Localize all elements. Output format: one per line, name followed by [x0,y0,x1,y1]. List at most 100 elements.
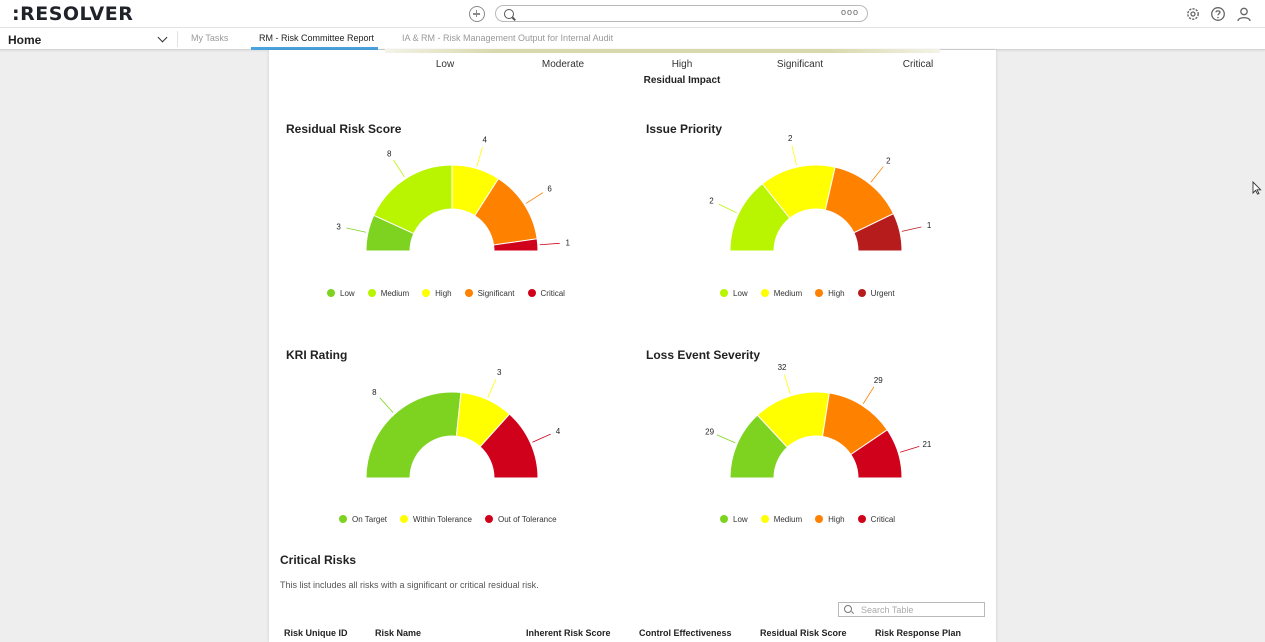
heatmap-bottom-edge [385,49,940,53]
legend-label: High [435,289,451,298]
legend-swatch [815,289,823,297]
legend-item-medium[interactable]: Medium [761,289,802,298]
legend-label: Within Tolerance [413,515,472,524]
leader-line-medium [784,375,790,394]
heatmap-x-label: Moderate [542,59,584,70]
heatmap-x-label: High [672,59,693,70]
legend-swatch [485,515,493,523]
chart-title-issue-priority: Issue Priority [646,122,722,136]
home-label: Home [8,33,41,47]
legend-label: Low [733,289,748,298]
legend-swatch [339,515,347,523]
column-header[interactable]: Residual Risk Score [760,628,847,638]
data-label-medium: 32 [778,363,787,372]
leader-line-high [871,167,883,183]
legend-item-out-of-tolerance[interactable]: Out of Tolerance [485,515,557,524]
table-search-field[interactable] [838,602,985,617]
legend-swatch [761,515,769,523]
help-icon[interactable] [1210,6,1226,22]
legend-label: Low [340,289,355,298]
legend-label: Out of Tolerance [498,515,557,524]
critical-risks-title: Critical Risks [280,553,356,567]
nav-divider [177,31,178,47]
data-label-low: 3 [336,222,341,231]
column-header[interactable]: Control Effectiveness [639,628,732,638]
legend-item-low[interactable]: Low [327,289,355,298]
legend-item-low[interactable]: Low [720,515,748,524]
column-header[interactable]: Inherent Risk Score [526,628,611,638]
legend-swatch [761,289,769,297]
legend-swatch [327,289,335,297]
tab-rm-risk-committee-report[interactable]: RM - Risk Committee Report [259,33,374,43]
column-header[interactable]: Risk Name [375,628,421,638]
legend-label: Critical [541,289,565,298]
leader-line-on-target [380,398,393,413]
resolver-logo[interactable]: :RESOLVER [12,3,133,25]
chevron-down-icon [158,33,168,43]
legend-label: Low [733,515,748,524]
legend-item-significant[interactable]: Significant [465,289,515,298]
legend-swatch [858,515,866,523]
data-label-low: 2 [709,197,714,206]
legend-swatch [720,515,728,523]
data-label-low: 29 [705,428,714,437]
legend-item-high[interactable]: High [815,289,844,298]
heatmap-axis-title: Residual Impact [644,75,721,86]
legend-label: High [828,515,844,524]
search-icon [504,9,514,19]
legend-swatch [815,515,823,523]
mouse-cursor-icon [1252,181,1262,195]
legend-swatch [368,289,376,297]
issue-priority-legend: Low Medium High Urgent [720,287,895,299]
legend-item-critical[interactable]: Critical [528,289,565,298]
leader-line-within-tolerance [488,379,496,397]
legend-swatch [400,515,408,523]
user-icon[interactable] [1236,6,1252,22]
column-header[interactable]: Risk Unique ID [284,628,348,638]
heatmap-x-label: Low [436,59,454,70]
data-label-urgent: 1 [927,221,932,230]
legend-item-urgent[interactable]: Urgent [858,289,895,298]
global-search-input[interactable]: ooo [495,5,868,22]
gear-icon[interactable] [1185,6,1201,22]
leader-line-urgent [902,227,921,231]
legend-item-critical[interactable]: Critical [858,515,895,524]
slice-on-target[interactable] [366,392,461,478]
leader-line-significant [526,193,543,204]
legend-item-high[interactable]: High [815,515,844,524]
legend-label: On Target [352,515,387,524]
data-label-critical: 21 [922,440,931,449]
add-icon[interactable] [469,6,485,22]
leader-line-low [346,228,366,232]
legend-item-within-tolerance[interactable]: Within Tolerance [400,515,472,524]
legend-label: Medium [381,289,409,298]
tab-my-tasks[interactable]: My Tasks [191,33,228,43]
heatmap-x-label: Critical [903,59,934,70]
data-label-high: 2 [886,156,891,165]
leader-line-high [477,147,483,166]
column-header[interactable]: Risk Response Plan [875,628,961,638]
legend-label: Urgent [871,289,895,298]
leader-line-critical [540,243,560,244]
legend-item-medium[interactable]: Medium [368,289,409,298]
data-label-medium: 2 [788,134,793,143]
tab-ia-rm-output[interactable]: IA & RM - Risk Management Output for Int… [402,33,613,43]
residual-risk-score-legend: Low Medium High Significant Critical [327,287,565,299]
legend-item-on-target[interactable]: On Target [339,515,387,524]
legend-swatch [720,289,728,297]
legend-item-medium[interactable]: Medium [761,515,802,524]
legend-label: Medium [774,515,802,524]
residual-risk-score-chart: 3 8 4 6 1 [312,136,592,266]
home-dropdown[interactable]: Home [8,31,168,47]
chart-title-kri-rating: KRI Rating [286,348,347,362]
search-options-icon[interactable]: ooo [841,7,859,17]
legend-item-low[interactable]: Low [720,289,748,298]
table-search-input[interactable] [861,604,979,615]
data-label-on-target: 8 [372,388,377,397]
data-label-high: 4 [482,136,487,145]
legend-item-high[interactable]: High [422,289,451,298]
legend-label: Significant [478,289,515,298]
loss-event-severity-chart: 29 32 29 21 [676,363,956,493]
data-label-medium: 8 [387,149,392,158]
critical-risks-description: This list includes all risks with a sign… [280,580,539,590]
